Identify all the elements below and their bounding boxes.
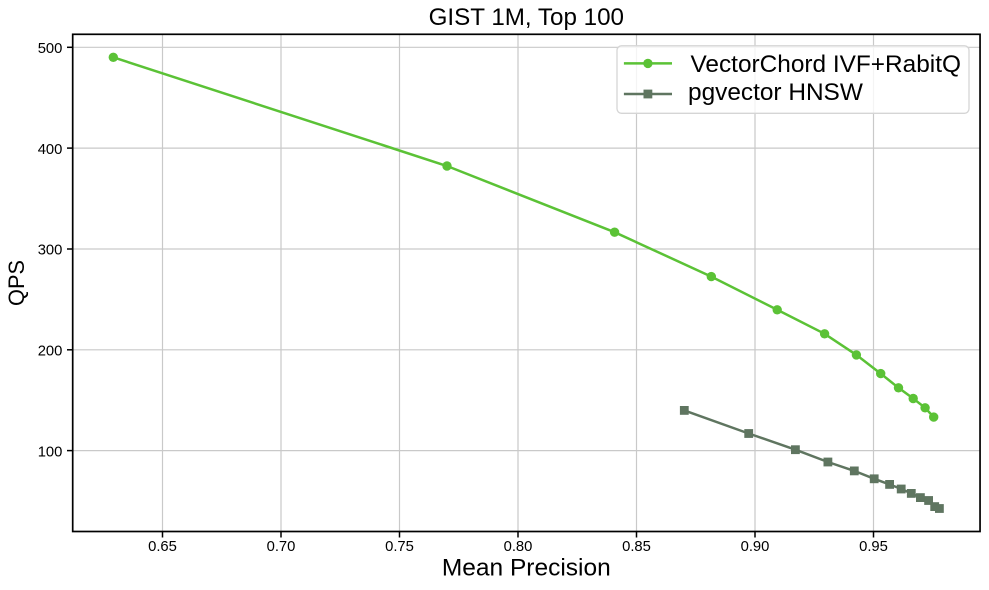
svg-text:200: 200 (38, 344, 63, 360)
svg-text:GIST 1M, Top 100: GIST 1M, Top 100 (429, 4, 624, 31)
svg-text:0.90: 0.90 (741, 539, 770, 555)
svg-text:QPS: QPS (4, 260, 29, 306)
svg-text:400: 400 (38, 142, 63, 158)
svg-text:VectorChord IVF+RabitQ: VectorChord IVF+RabitQ (691, 51, 961, 78)
svg-text:0.65: 0.65 (148, 539, 177, 555)
svg-text:0.80: 0.80 (504, 539, 533, 555)
svg-text:0.75: 0.75 (385, 539, 414, 555)
svg-text:0.95: 0.95 (859, 539, 888, 555)
svg-text:0.85: 0.85 (622, 539, 651, 555)
svg-text:500: 500 (38, 41, 63, 57)
svg-text:Mean Precision: Mean Precision (442, 554, 611, 581)
svg-text:100: 100 (38, 444, 63, 460)
svg-text:300: 300 (38, 243, 63, 259)
svg-text:0.70: 0.70 (267, 539, 296, 555)
svg-text:pgvector HNSW: pgvector HNSW (688, 79, 863, 106)
